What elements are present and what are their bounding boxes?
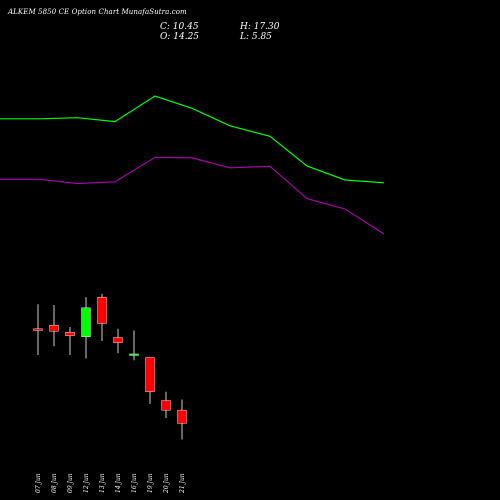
x-tick-label: 19 Jun	[147, 473, 154, 493]
candle	[161, 391, 171, 418]
candle-body	[161, 400, 171, 411]
candle-body	[33, 328, 43, 331]
candle-body	[145, 357, 155, 392]
indicator-line-1	[0, 95, 385, 184]
high-value: H: 17.30	[240, 22, 280, 32]
indicator-line-2	[0, 156, 385, 235]
x-axis-labels: 07 Jun 08 Jun 09 Jun 12 Jun 13 Jun 14 Jun 16 J…	[35, 473, 186, 494]
candle-body	[65, 332, 75, 336]
candle-body	[113, 337, 123, 343]
x-tick-label: 13 Jun	[99, 473, 106, 493]
candle-body	[177, 409, 187, 424]
candle-body	[129, 353, 139, 356]
candle-body	[81, 307, 91, 337]
x-tick-label: 07 Jun	[35, 473, 42, 493]
candle	[97, 293, 107, 341]
candle	[145, 357, 155, 404]
x-tick-label: 09 Jun	[67, 473, 74, 493]
candle	[177, 399, 187, 440]
candle	[33, 304, 43, 355]
x-tick-label: 14 Jun	[115, 473, 122, 493]
candle	[65, 327, 75, 355]
candle	[81, 297, 91, 359]
x-tick-label: 08 Jun	[51, 473, 58, 493]
candle-body	[49, 325, 59, 332]
candle	[129, 330, 139, 361]
x-tick-label: 12 Jun	[83, 473, 90, 493]
x-tick-label: 21 Jun	[179, 473, 186, 494]
close-value: C: 10.45	[160, 22, 199, 32]
candle	[49, 304, 59, 347]
chart-title: ALKEM 5850 CE Option Chart MunafaSutra.c…	[8, 8, 187, 16]
candle-body	[97, 297, 107, 324]
indicator-lines	[0, 95, 385, 235]
candles	[33, 293, 187, 440]
x-tick-label: 16 Jun	[131, 473, 138, 493]
low-value: L: 5.85	[240, 32, 272, 42]
open-value: O: 14.25	[160, 32, 200, 42]
candle	[113, 328, 123, 354]
x-tick-label: 20 Jun	[163, 473, 170, 494]
